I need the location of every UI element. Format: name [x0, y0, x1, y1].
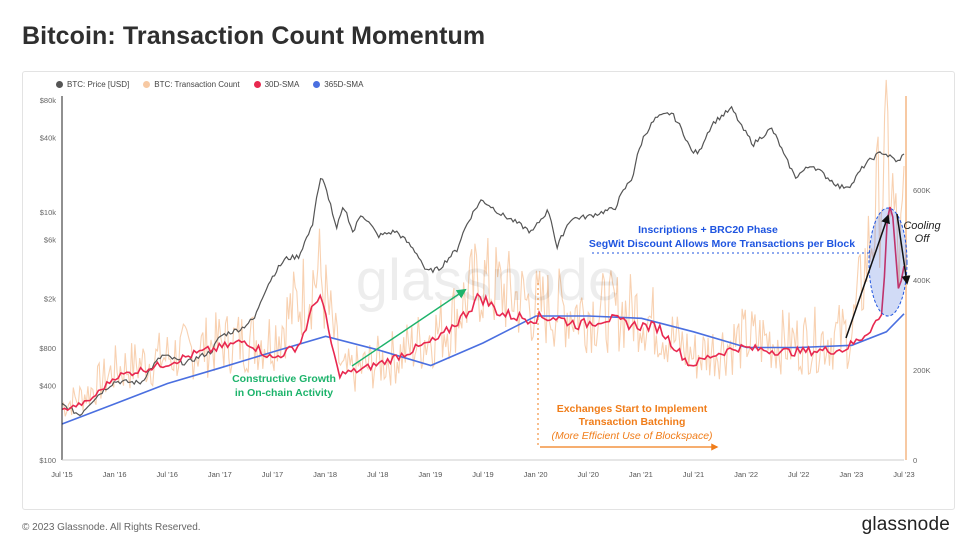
legend-item-price[interactable]: BTC: Price [USD] — [56, 80, 129, 89]
legend-dot-icon — [313, 81, 321, 88]
legend-label: 30D-SMA — [264, 80, 300, 89]
legend-item-365d-sma[interactable]: 365D-SMA — [313, 80, 363, 89]
footer-copyright: © 2023 Glassnode. All Rights Reserved. — [22, 522, 201, 533]
legend-dot-icon — [56, 81, 63, 88]
legend-dot-icon — [253, 81, 261, 88]
legend-item-tx-count[interactable]: BTC: Transaction Count — [143, 80, 240, 89]
legend-label: 365D-SMA — [324, 80, 364, 89]
legend-dot-icon — [143, 81, 151, 88]
chart-legend: BTC: Price [USD] BTC: Transaction Count … — [56, 80, 363, 89]
page-title: Bitcoin: Transaction Count Momentum — [22, 22, 486, 50]
legend-label: BTC: Transaction Count — [154, 80, 240, 89]
legend-item-30d-sma[interactable]: 30D-SMA — [253, 80, 300, 89]
footer-logo: glassnode — [861, 514, 950, 535]
legend-label: BTC: Price [USD] — [67, 80, 130, 89]
chart-frame — [22, 71, 955, 510]
